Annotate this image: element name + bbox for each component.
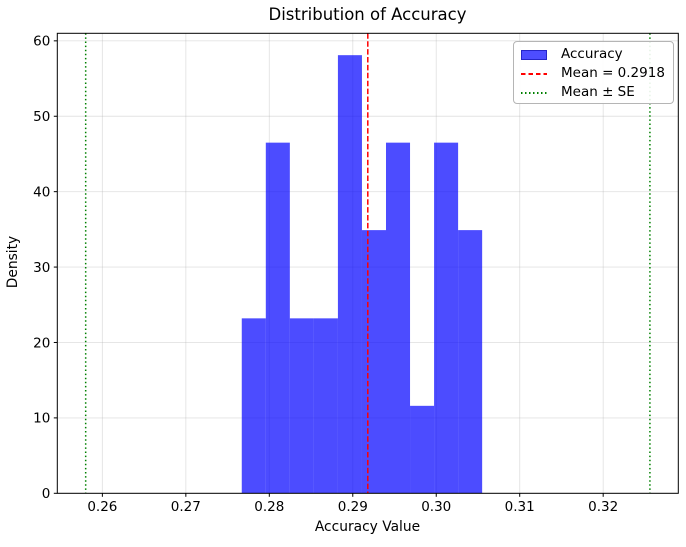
histogram-bar [241,318,266,494]
legend-item: Accuracy [521,45,673,64]
legend-swatch-patch [521,49,547,60]
histogram-bar [434,142,459,494]
histogram-bar [361,230,386,494]
histogram-bar [337,55,362,494]
y-tick-label: 40 [33,184,50,200]
y-tick-label: 60 [33,34,50,50]
legend-item: Mean = 0.2918 [521,64,673,83]
x-axis-label: Accuracy Value [314,519,421,535]
x-tick-label: 0.30 [421,499,451,515]
y-tick-label: 50 [33,109,50,125]
legend-item: Mean ± SE [521,83,673,102]
legend-swatch-dashed [521,72,547,75]
chart-title: Distribution of Accuracy [268,5,467,24]
y-tick-label: 20 [33,335,50,351]
histogram-bar [385,142,411,494]
histogram-bar [410,405,435,494]
y-tick-label: 0 [42,486,51,502]
legend-label: Accuracy [561,46,623,62]
y-tick-label: 30 [33,260,50,276]
y-tick-label: 10 [33,411,50,427]
histogram-bar [289,318,314,494]
histogram-bar [265,142,290,494]
legend: Accuracy Mean = 0.2918 Mean ± SE [513,41,674,104]
legend-label: Mean = 0.2918 [561,65,665,81]
histogram-bar [313,318,338,494]
axes-spines [56,32,679,494]
x-tick-label: 0.26 [87,499,117,515]
y-axis-label: Density [5,235,21,289]
x-tick-label: 0.28 [254,499,284,515]
legend-label: Mean ± SE [561,84,635,100]
legend-swatch-dotted [521,91,547,94]
histogram-bar [458,230,483,494]
x-tick-label: 0.29 [338,499,368,515]
x-tick-label: 0.31 [505,499,535,515]
x-tick-label: 0.32 [588,499,618,515]
x-tick-label: 0.27 [171,499,201,515]
